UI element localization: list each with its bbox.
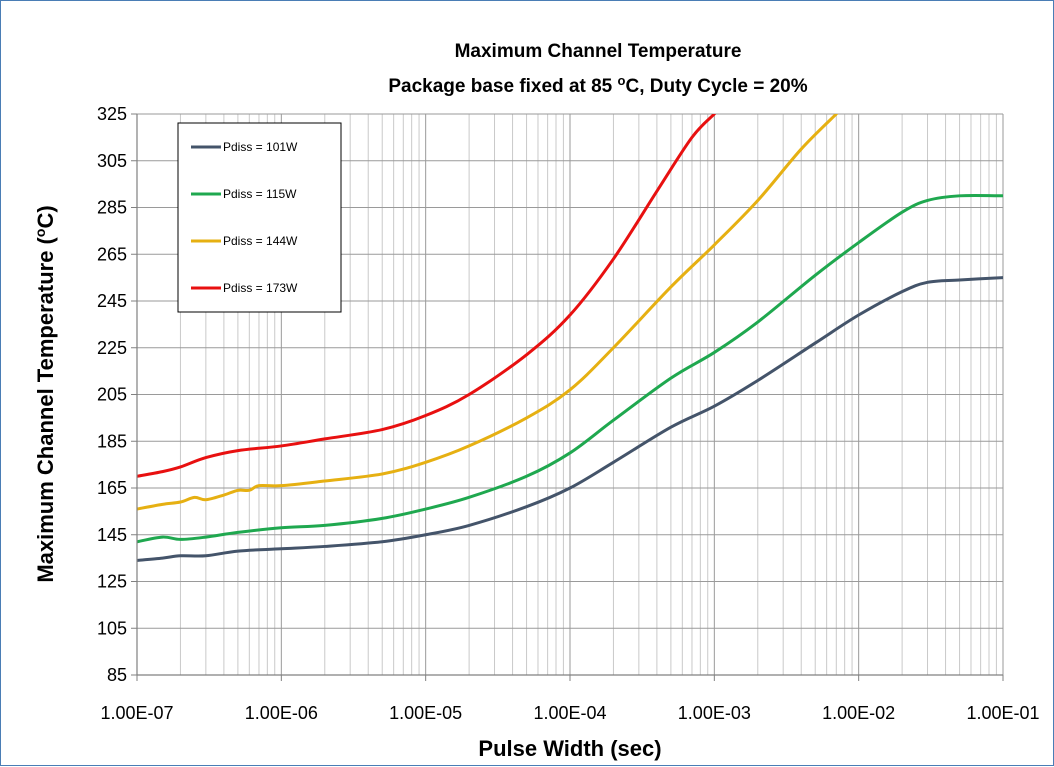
- y-tick-label: 185: [97, 431, 127, 451]
- x-tick-label: 1.00E-03: [678, 703, 751, 723]
- y-axis-title-before: Maximum Channel Temperature (: [33, 236, 58, 582]
- x-tick-label: 1.00E-06: [245, 703, 318, 723]
- legend-label-2: Pdiss = 115W: [223, 187, 297, 201]
- x-tick-label: 1.00E-01: [966, 703, 1039, 723]
- y-tick-label: 305: [97, 151, 127, 171]
- y-tick-label: 245: [97, 291, 127, 311]
- y-tick-label: 85: [107, 665, 127, 685]
- subtitle-superscript: o: [618, 73, 626, 88]
- x-tick-label: 1.00E-04: [533, 703, 606, 723]
- chart-title: Maximum Channel Temperature: [455, 41, 742, 62]
- axes: 85 105 125 145 165 185 205 225 245 265 285 305 325 1.…: [97, 104, 1040, 723]
- y-tick-label: 105: [97, 618, 127, 638]
- series-line-1: [137, 276, 1003, 562]
- legend-label-4: Pdiss = 173W: [223, 281, 298, 295]
- y-tick-label: 145: [97, 525, 127, 545]
- y-tick-label: 165: [97, 478, 127, 498]
- y-tick-label: 325: [97, 104, 127, 124]
- subtitle-text-before: Package base fixed at 85: [388, 76, 617, 97]
- y-axis-title-superscript: o: [32, 229, 48, 238]
- series-line-2: [137, 193, 1003, 544]
- legend-label-1: Pdiss = 101W: [223, 140, 298, 154]
- y-tick-label: 205: [97, 385, 127, 405]
- x-axis-title: Pulse Width (sec): [478, 736, 661, 761]
- legend-box: [177, 122, 342, 313]
- subtitle-text-after: C, Duty Cycle = 20%: [625, 76, 807, 97]
- y-axis-title: Maximum Channel Temperature (oC): [32, 205, 58, 582]
- chart-subtitle: Package base fixed at 85 oC, Duty Cycle …: [388, 73, 807, 97]
- y-tick-label: 125: [97, 572, 127, 592]
- y-tick-label: 225: [97, 338, 127, 358]
- legend-label-3: Pdiss = 144W: [223, 234, 298, 248]
- series-line-3: [137, 114, 838, 511]
- x-tick-label: 1.00E-05: [389, 703, 462, 723]
- x-tick-label: 1.00E-02: [822, 703, 895, 723]
- y-tick-label: 285: [97, 198, 127, 218]
- series-layer: [137, 114, 1003, 562]
- series-line-4: [137, 114, 716, 478]
- y-tick-label: 265: [97, 244, 127, 264]
- x-tick-label: 1.00E-07: [100, 703, 173, 723]
- legend: Pdiss = 101W Pdiss = 115W Pdiss = 144W Pdis…: [177, 122, 342, 313]
- y-axis-title-after: C): [33, 205, 58, 228]
